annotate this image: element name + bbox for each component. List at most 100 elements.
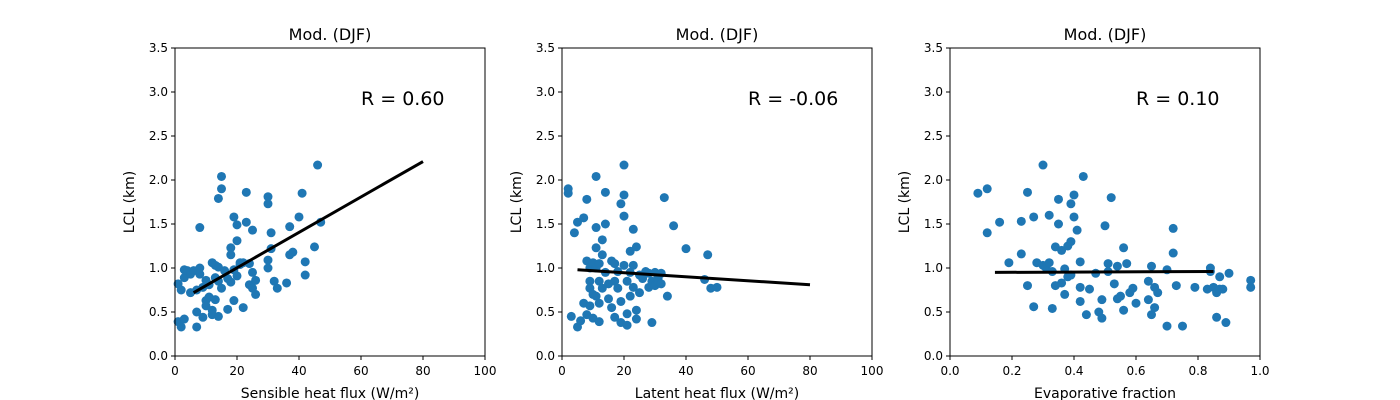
- scatter-point: [213, 193, 223, 203]
- scatter-point: [1171, 281, 1181, 291]
- scatter-points: [563, 160, 722, 332]
- scatter-point: [1224, 268, 1234, 278]
- scatter-point: [251, 275, 261, 285]
- scatter-point: [647, 318, 657, 328]
- scatter-point: [1047, 303, 1057, 313]
- scatter-point: [195, 269, 205, 279]
- scatter-point: [1143, 295, 1153, 305]
- scatter-point: [628, 282, 638, 292]
- regression-line: [994, 270, 1214, 274]
- scatter-point: [272, 283, 282, 293]
- scatter-point: [619, 160, 629, 170]
- scatter-point: [226, 277, 236, 287]
- x-tick-label: 100: [861, 364, 884, 378]
- scatter-point: [597, 250, 607, 260]
- scatter-point: [1066, 237, 1076, 247]
- scatter-point: [1029, 302, 1039, 312]
- scatter-point: [232, 220, 242, 230]
- scatter-point: [300, 257, 310, 267]
- scatter-point: [1016, 216, 1026, 226]
- scatter-point: [1054, 219, 1063, 229]
- scatter-point: [631, 305, 641, 315]
- scatter-point: [176, 322, 186, 332]
- scatter-point: [591, 171, 601, 181]
- scatter-point: [282, 278, 292, 288]
- scatter-point: [604, 294, 613, 304]
- scatter-point: [591, 243, 601, 253]
- scatter-point: [1218, 284, 1228, 294]
- scatter-point: [248, 267, 257, 277]
- y-tick-label: 1.5: [149, 217, 168, 231]
- scatter-point: [616, 199, 626, 209]
- scatter-point: [313, 160, 323, 170]
- scatter-point: [619, 260, 629, 270]
- scatter-point: [631, 314, 641, 324]
- scatter-point: [613, 283, 623, 293]
- scatter-points: [173, 160, 326, 332]
- scatter-point: [1078, 171, 1088, 181]
- scatter-point: [1097, 313, 1107, 323]
- scatter-point: [600, 219, 610, 229]
- scatter-point: [229, 212, 239, 222]
- scatter-point: [1069, 190, 1079, 200]
- scatter-point: [1147, 261, 1156, 271]
- scatter-point: [1023, 281, 1032, 291]
- panel-evaporative-fraction: Mod. (DJF) Evaporative fraction LCL (km)…: [897, 25, 1270, 400]
- panel-title: Mod. (DJF): [1064, 25, 1147, 44]
- y-tick-label: 0.0: [149, 349, 168, 363]
- scatter-point: [1044, 258, 1054, 268]
- scatter-point: [263, 199, 273, 209]
- scatter-point: [241, 187, 251, 197]
- plot-frame: [561, 47, 873, 357]
- scatter-point: [263, 263, 273, 273]
- x-axis-label: Latent heat flux (W/m²): [635, 386, 799, 400]
- y-tick-label: 0.5: [149, 305, 168, 319]
- scatter-point: [1075, 257, 1085, 267]
- x-tick-label: 0.8: [1188, 364, 1207, 378]
- scatter-point: [638, 274, 648, 284]
- y-tick-label: 0.5: [536, 305, 555, 319]
- scatter-point: [288, 247, 298, 257]
- panel-sensible-heat: Mod. (DJF) Sensible heat flux (W/m²) LCL…: [122, 25, 496, 400]
- x-tick-label: 0.6: [1126, 364, 1145, 378]
- y-axis-label: LCL (km): [509, 171, 525, 234]
- x-tick-label: 0: [171, 364, 179, 378]
- scatter-point: [597, 235, 607, 245]
- scatter-point: [662, 291, 672, 301]
- scatter-point: [585, 276, 595, 286]
- y-tick-label: 2.5: [149, 129, 168, 143]
- scatter-point: [176, 285, 186, 295]
- axis-ticks: 0 20 40 60 80 100 0.0 0.5 1.0 1.5 2.0 2.5 3.0 3.5: [149, 41, 497, 378]
- scatter-point: [1054, 194, 1063, 204]
- x-tick-label: 0: [558, 364, 566, 378]
- scatter-point: [1097, 295, 1107, 305]
- x-tick-label: 60: [353, 364, 368, 378]
- scatter-point: [232, 236, 242, 246]
- scatter-point: [1153, 288, 1163, 298]
- scatter-point: [1075, 282, 1085, 292]
- y-tick-label: 3.5: [924, 41, 943, 55]
- y-tick-label: 2.5: [924, 129, 943, 143]
- scatter-point: [622, 320, 632, 330]
- scatter-point: [1178, 321, 1187, 331]
- scatter-point: [616, 296, 626, 306]
- y-tick-label: 2.5: [536, 129, 555, 143]
- y-axis-label: LCL (km): [897, 171, 913, 234]
- scatter-point: [217, 184, 226, 194]
- scatter-point: [1221, 318, 1231, 328]
- scatter-point: [248, 225, 257, 235]
- y-tick-label: 3.5: [536, 41, 555, 55]
- panel-title: Mod. (DJF): [676, 25, 759, 44]
- panel-title: Mod. (DJF): [289, 25, 372, 44]
- scatter-point: [619, 211, 629, 221]
- x-tick-label: 40: [678, 364, 693, 378]
- y-tick-label: 3.0: [149, 85, 168, 99]
- scatter-point: [1212, 312, 1222, 322]
- scatter-point: [251, 289, 261, 299]
- scatter-point: [703, 250, 713, 260]
- scatter-point: [269, 276, 279, 286]
- scatter-point: [622, 276, 632, 286]
- scatter-point: [1016, 249, 1026, 259]
